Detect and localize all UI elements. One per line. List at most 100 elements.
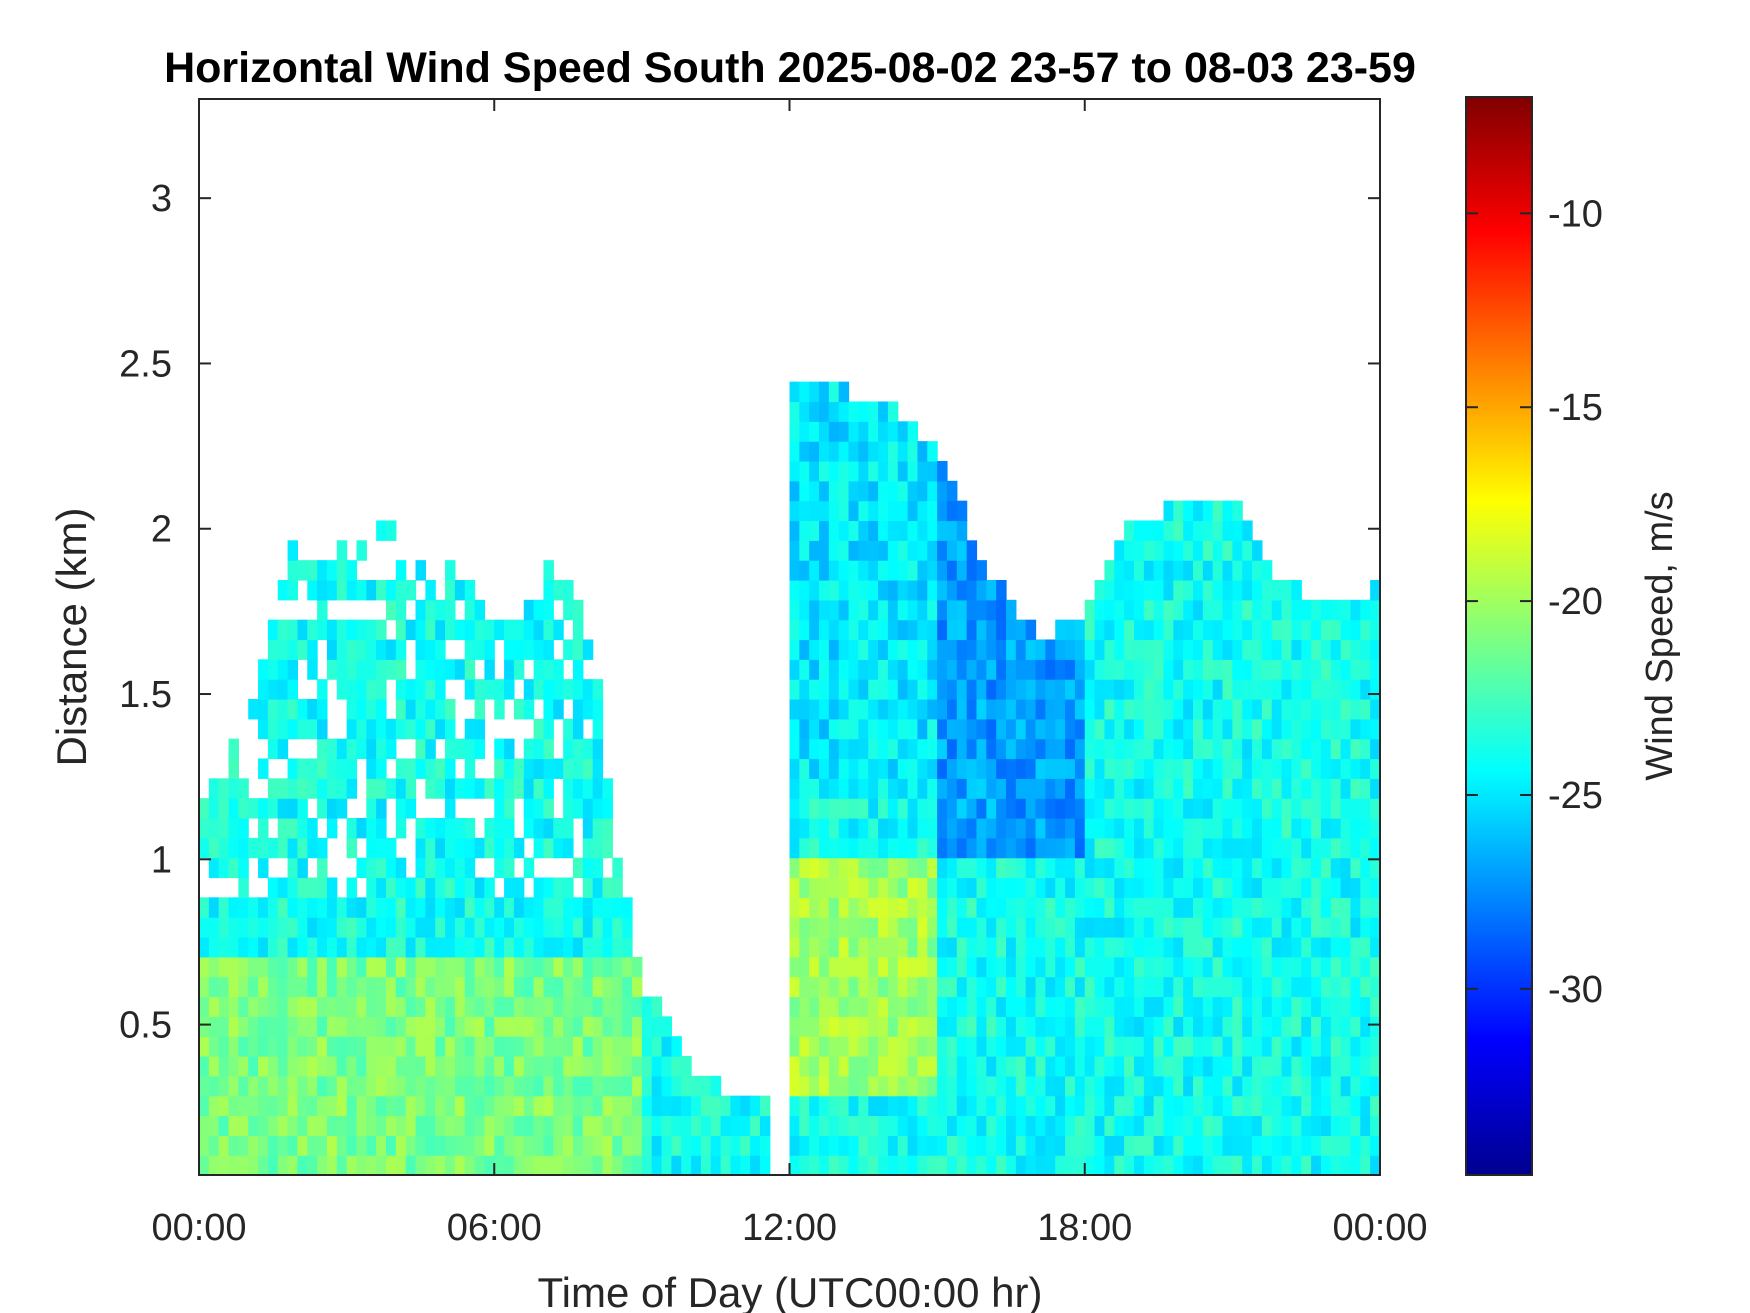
heatmap-cell xyxy=(572,1135,584,1156)
heatmap-cell xyxy=(258,1036,269,1057)
heatmap-cell xyxy=(1330,1036,1342,1057)
heatmap-cell xyxy=(297,936,308,958)
heatmap-cell xyxy=(415,639,426,660)
heatmap-cell xyxy=(838,718,850,740)
heatmap-cell xyxy=(484,679,495,700)
heatmap-cell xyxy=(838,540,850,561)
heatmap-cell xyxy=(641,1056,653,1077)
heatmap-cell xyxy=(425,1135,436,1156)
heatmap-cell xyxy=(1025,857,1037,879)
heatmap-cell xyxy=(425,599,436,621)
heatmap-cell xyxy=(907,917,919,938)
heatmap-cell xyxy=(878,917,889,938)
x-axis-ticks: 00:00 06:00 12:00 18:00 00:00 xyxy=(151,99,1428,1249)
heatmap-cell xyxy=(395,1075,407,1097)
heatmap-cell xyxy=(208,1056,220,1077)
heatmap-cell xyxy=(553,936,564,958)
heatmap-cell xyxy=(858,778,869,799)
heatmap-cell xyxy=(789,520,800,541)
heatmap-cell xyxy=(277,817,289,839)
heatmap-cell xyxy=(1202,778,1214,799)
heatmap-cell xyxy=(1271,1115,1283,1136)
heatmap-cell xyxy=(976,1036,987,1057)
heatmap-cell xyxy=(199,1056,210,1077)
heatmap-cell xyxy=(1173,956,1184,978)
heatmap-cell xyxy=(1114,679,1125,700)
heatmap-cell xyxy=(986,758,997,779)
heatmap-cell xyxy=(907,857,919,879)
heatmap-cell xyxy=(878,480,889,502)
heatmap-cell xyxy=(454,817,466,839)
heatmap-cell xyxy=(267,837,279,859)
heatmap-cell xyxy=(366,639,377,660)
heatmap-cell xyxy=(435,718,446,740)
heatmap-cell xyxy=(868,936,879,958)
heatmap-cell xyxy=(1094,877,1106,898)
heatmap-cell xyxy=(208,1135,220,1156)
heatmap-cell xyxy=(1252,619,1263,641)
heatmap-cell xyxy=(553,817,564,839)
heatmap-cell xyxy=(513,1095,525,1117)
heatmap-cell xyxy=(346,936,358,958)
heatmap-cell xyxy=(838,778,850,799)
heatmap-cell xyxy=(602,798,613,819)
heatmap-cell xyxy=(425,1056,436,1077)
heatmap-cell xyxy=(1281,798,1293,819)
heatmap-cell xyxy=(376,679,387,700)
heatmap-cell xyxy=(1261,758,1273,779)
heatmap-cell xyxy=(553,1016,564,1037)
heatmap-cell xyxy=(307,1075,318,1097)
heatmap-cell xyxy=(1320,659,1332,680)
heatmap-cell xyxy=(1252,877,1263,898)
heatmap-cell xyxy=(809,936,820,958)
heatmap-cell xyxy=(641,1075,653,1097)
heatmap-cell xyxy=(1035,1056,1046,1077)
heatmap-cell xyxy=(1193,1016,1204,1037)
heatmap-cell xyxy=(553,877,564,898)
heatmap-cell xyxy=(592,897,604,918)
heatmap-cell xyxy=(1183,1135,1194,1156)
heatmap-cell xyxy=(937,996,948,1017)
heatmap-cell xyxy=(1055,738,1066,760)
heatmap-cell xyxy=(287,976,299,998)
heatmap-cell xyxy=(287,917,299,938)
heatmap-cell xyxy=(730,1155,741,1175)
heatmap-cell xyxy=(1074,956,1086,978)
heatmap-cell xyxy=(710,1115,722,1136)
heatmap-cell xyxy=(474,639,486,660)
heatmap-cell xyxy=(258,698,269,720)
x-tick-label: 06:00 xyxy=(447,1207,542,1249)
heatmap-cell xyxy=(868,560,879,581)
heatmap-cell xyxy=(828,917,840,938)
heatmap-cell xyxy=(1340,817,1352,839)
heatmap-cell xyxy=(1222,698,1233,720)
heatmap-cell xyxy=(1124,698,1135,720)
heatmap-cell xyxy=(819,679,830,700)
heatmap-cell xyxy=(681,1056,692,1077)
heatmap-cell xyxy=(1281,639,1293,660)
heatmap-cell xyxy=(986,718,997,740)
heatmap-cell xyxy=(1045,798,1056,819)
heatmap-cell xyxy=(868,441,879,462)
heatmap-cell xyxy=(1055,639,1066,660)
heatmap-cell xyxy=(1261,956,1273,978)
heatmap-cell xyxy=(1094,778,1106,799)
heatmap-cell xyxy=(1143,718,1155,740)
heatmap-cell xyxy=(533,738,545,760)
heatmap-cell xyxy=(1330,917,1342,938)
heatmap-cell xyxy=(1104,738,1115,760)
heatmap-cell xyxy=(1330,738,1342,760)
heatmap-cell xyxy=(1124,560,1135,581)
heatmap-cell xyxy=(838,996,850,1017)
heatmap-cell xyxy=(287,1095,299,1117)
heatmap-cell xyxy=(474,619,486,641)
heatmap-cell xyxy=(1114,1095,1125,1117)
heatmap-cell xyxy=(602,1115,613,1136)
heatmap-cell xyxy=(454,897,466,918)
heatmap-cell xyxy=(1055,996,1066,1017)
heatmap-cell xyxy=(287,1155,299,1175)
heatmap-cell xyxy=(1084,1155,1096,1175)
heatmap-cell xyxy=(1114,1115,1125,1136)
heatmap-cell xyxy=(858,956,869,978)
heatmap-cell xyxy=(907,441,919,462)
